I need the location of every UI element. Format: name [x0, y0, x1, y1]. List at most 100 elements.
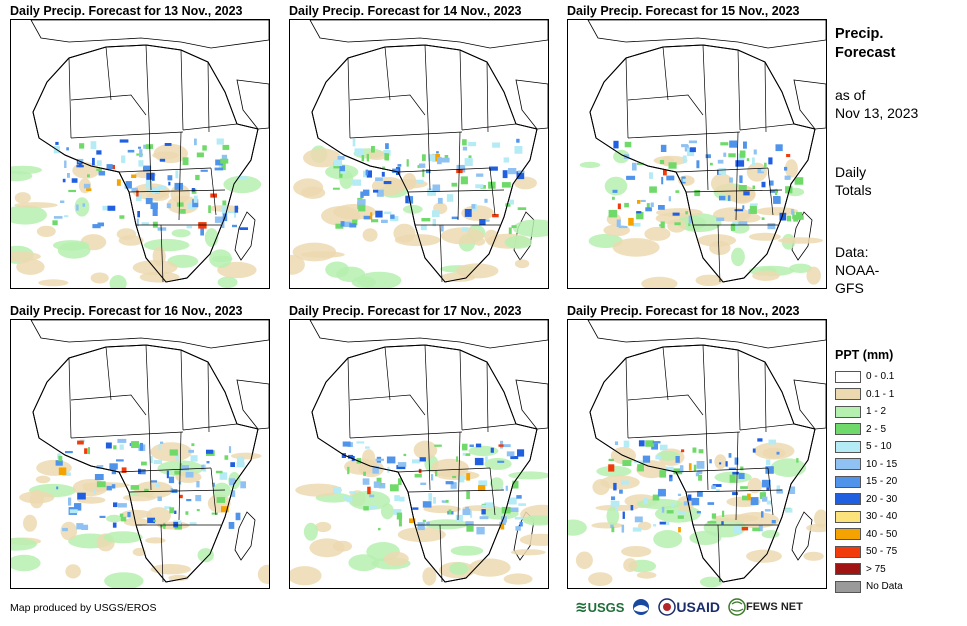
- rain-cell: [752, 448, 756, 453]
- rain-patch: [731, 247, 745, 267]
- rain-cell: [675, 190, 680, 193]
- legend-label: 5 - 10: [866, 441, 892, 453]
- rain-cell: [720, 142, 729, 146]
- rain-cell: [614, 441, 619, 445]
- rain-cell: [466, 473, 471, 481]
- rain-cell: [229, 478, 235, 486]
- rain-patch: [484, 457, 512, 470]
- country-border: [145, 44, 150, 121]
- rain-cell: [637, 464, 644, 472]
- rain-cell: [508, 227, 512, 235]
- rain-cell: [796, 458, 799, 463]
- rain-patch: [714, 454, 727, 470]
- rain-patch: [600, 475, 640, 490]
- rain-cell: [77, 492, 86, 500]
- rain-cell: [79, 143, 85, 149]
- rain-cell: [481, 509, 486, 515]
- rain-patch: [697, 234, 737, 247]
- rain-cell: [375, 210, 383, 218]
- legend-item: 15 - 20: [835, 473, 955, 491]
- rain-patch: [777, 237, 824, 244]
- rain-cell: [343, 495, 347, 500]
- rain-cell: [768, 439, 776, 445]
- rain-cell: [191, 188, 195, 192]
- rain-cell: [753, 149, 757, 155]
- rain-patch: [789, 263, 812, 273]
- coastline: [311, 344, 538, 583]
- rain-cell: [694, 190, 701, 197]
- rain-cell: [361, 155, 365, 162]
- rain-cell: [360, 191, 364, 198]
- rain-cell: [485, 456, 488, 462]
- rain-patch: [814, 509, 826, 528]
- precip-map: [289, 319, 549, 589]
- rain-cell: [698, 474, 703, 481]
- rain-patch: [422, 567, 437, 586]
- rain-cell: [501, 516, 507, 523]
- rain-cell: [785, 508, 793, 513]
- rain-cell: [185, 471, 194, 478]
- rain-cell: [516, 495, 522, 499]
- rain-patch: [676, 213, 722, 233]
- rain-patch: [339, 170, 354, 189]
- country-border: [178, 431, 182, 521]
- legend-swatch: [835, 545, 861, 558]
- rain-patch: [752, 270, 780, 281]
- rain-patch: [23, 514, 37, 532]
- country-border: [349, 394, 426, 416]
- rain-patch: [510, 549, 546, 556]
- rain-cell: [97, 222, 104, 227]
- rain-cell: [109, 463, 118, 470]
- rain-patch: [397, 527, 446, 543]
- rain-cell: [665, 521, 670, 525]
- rain-cell: [222, 144, 230, 150]
- rain-cell: [441, 500, 444, 503]
- rain-cell: [650, 202, 654, 207]
- rain-cell: [393, 509, 402, 515]
- rain-cell: [776, 489, 783, 494]
- rain-cell: [638, 440, 645, 447]
- country-border: [486, 61, 489, 133]
- rain-cell: [190, 455, 198, 462]
- rain-cell: [505, 203, 511, 207]
- rain-patch: [362, 449, 376, 467]
- rain-cell: [789, 486, 796, 494]
- rain-cell: [216, 138, 224, 145]
- rain-cell: [234, 205, 239, 213]
- rain-cell: [116, 459, 124, 462]
- rain-cell: [228, 522, 235, 529]
- rain-cell: [503, 157, 509, 163]
- rain-cell: [514, 146, 523, 154]
- noaa-logo: [632, 598, 650, 616]
- rain-cell: [649, 172, 653, 179]
- madagascar-shape: [234, 511, 256, 561]
- rain-patch: [579, 161, 601, 168]
- rain-cell: [643, 498, 648, 505]
- rain-cell: [406, 159, 409, 167]
- country-border: [148, 419, 152, 491]
- legend-label: 40 - 50: [866, 528, 898, 540]
- rain-cell: [385, 153, 389, 161]
- rain-cell: [220, 221, 225, 228]
- rain-cell: [649, 186, 657, 193]
- rain-cell: [414, 473, 422, 478]
- legend-item: 0 - 0.1: [835, 368, 955, 386]
- rain-cell: [707, 521, 717, 524]
- rain-patch: [109, 275, 127, 288]
- rain-cell: [102, 205, 108, 211]
- rain-cell: [752, 185, 755, 190]
- rain-cell: [375, 458, 384, 461]
- legend-swatch: [835, 388, 861, 401]
- rain-cell: [697, 470, 703, 474]
- rain-cell: [746, 158, 750, 162]
- rain-cell: [230, 490, 236, 497]
- rain-cell: [65, 451, 73, 454]
- rain-patch: [11, 537, 37, 551]
- rain-cell: [211, 512, 218, 515]
- rain-cell: [709, 459, 712, 464]
- rain-cell: [214, 167, 224, 171]
- country-border: [459, 349, 463, 431]
- rain-cell: [462, 452, 466, 456]
- rain-cell: [492, 214, 499, 218]
- rain-cell: [170, 488, 173, 493]
